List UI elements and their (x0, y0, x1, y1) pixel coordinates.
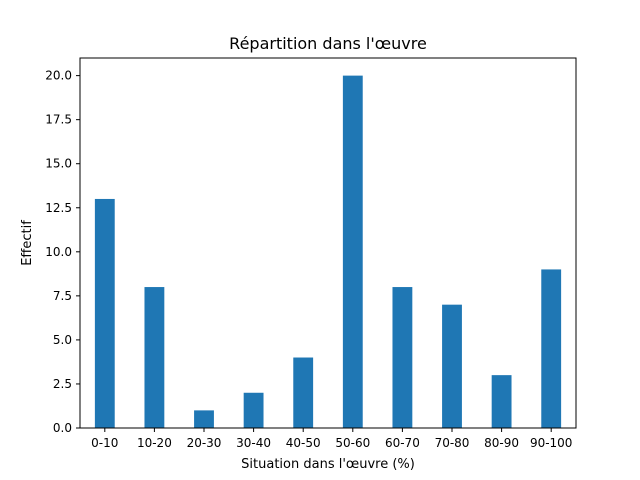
bar-70-80 (442, 304, 462, 428)
y-tick-label: 20.0 (45, 69, 72, 83)
x-axis-ticks: 0-10 10-20 20-30 30-40 40-50 50-60 60-70 70-80 8… (91, 428, 572, 450)
bar-0-10 (94, 198, 115, 428)
y-tick-label: 10.0 (45, 245, 72, 259)
x-tick-label: 20-30 (187, 436, 222, 450)
bar-30-40 (243, 392, 264, 428)
bar-90-100 (541, 269, 562, 428)
chart-title: Répartition dans l'œuvre (229, 34, 427, 53)
x-tick-label: 0-10 (91, 436, 118, 450)
bar-60-70 (392, 287, 413, 428)
y-tick-label: 15.0 (45, 157, 72, 171)
x-tick-label: 50-60 (335, 436, 370, 450)
y-tick-label: 0.0 (53, 421, 72, 435)
y-tick-label: 17.5 (45, 113, 72, 127)
x-tick-label: 80-90 (484, 436, 519, 450)
bar-20-30 (194, 410, 214, 428)
bars-group (94, 75, 562, 429)
x-axis-label: Situation dans l'œuvre (%) (241, 457, 415, 472)
x-tick-label: 90-100 (530, 436, 573, 450)
bar-40-50 (293, 357, 314, 428)
y-tick-label: 7.5 (53, 289, 72, 303)
x-tick-label: 10-20 (137, 436, 172, 450)
x-tick-label: 30-40 (236, 436, 271, 450)
bar-80-90 (491, 375, 512, 428)
y-axis-label: Effectif (20, 220, 35, 266)
x-tick-label: 40-50 (286, 436, 321, 450)
y-axis-ticks: 0.0 2.5 5.0 7.5 10.0 12.5 15.0 17.5 20.0 (45, 69, 80, 435)
bar-10-20 (144, 287, 165, 428)
x-tick-label: 60-70 (385, 436, 420, 450)
plot-frame (79, 57, 577, 429)
y-tick-label: 2.5 (53, 377, 72, 391)
y-tick-label: 5.0 (53, 333, 72, 347)
bar-50-60 (342, 75, 363, 429)
y-tick-label: 12.5 (45, 201, 72, 215)
x-tick-label: 70-80 (435, 436, 470, 450)
